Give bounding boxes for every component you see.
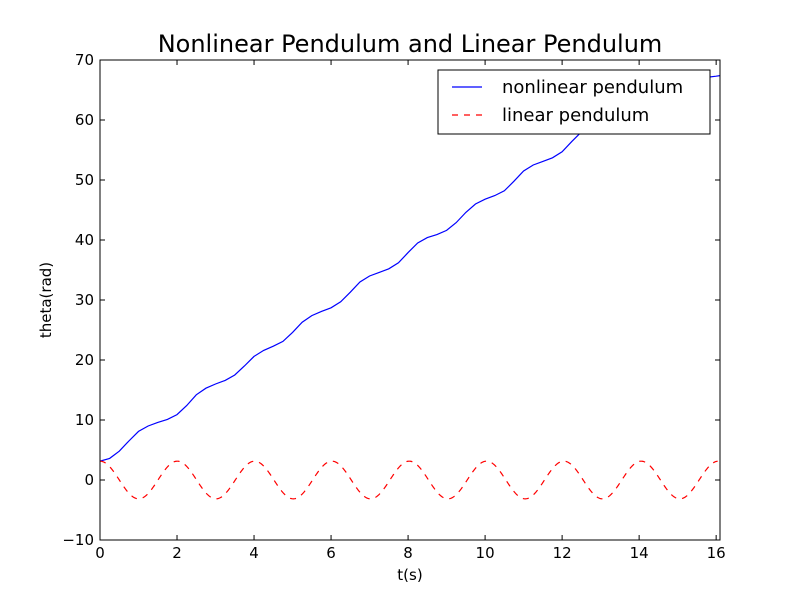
y-tick-label: 70 (75, 51, 94, 69)
y-tick-label: 40 (75, 231, 94, 249)
x-tick-label: 10 (476, 544, 495, 562)
y-tick-label: 60 (75, 111, 94, 129)
series-line-linear (100, 460, 718, 500)
y-tick-label: 30 (75, 291, 94, 309)
x-tick-label: 2 (172, 544, 182, 562)
x-tick-label: 0 (95, 544, 105, 562)
legend: nonlinear pendulum linear pendulum (437, 69, 711, 135)
y-tick-label: 20 (75, 351, 94, 369)
legend-box (437, 69, 711, 135)
x-tick-label: 14 (630, 544, 649, 562)
y-tick-label: 0 (84, 471, 94, 489)
legend-label-nonlinear: nonlinear pendulum (502, 77, 683, 98)
x-tick-label: 8 (403, 544, 413, 562)
x-axis-label: t(s) (397, 566, 422, 584)
x-tick-label: 12 (553, 544, 572, 562)
y-axis-label: theta(rad) (37, 262, 55, 338)
x-tick-label: 16 (707, 544, 726, 562)
y-tick-label: 50 (75, 171, 94, 189)
x-tick-label: 4 (249, 544, 259, 562)
y-tick-label: −10 (62, 531, 94, 549)
y-tick-label: 10 (75, 411, 94, 429)
x-tick-label: 6 (326, 544, 336, 562)
legend-label-linear: linear pendulum (502, 105, 649, 126)
chart-title: Nonlinear Pendulum and Linear Pendulum (158, 30, 663, 58)
